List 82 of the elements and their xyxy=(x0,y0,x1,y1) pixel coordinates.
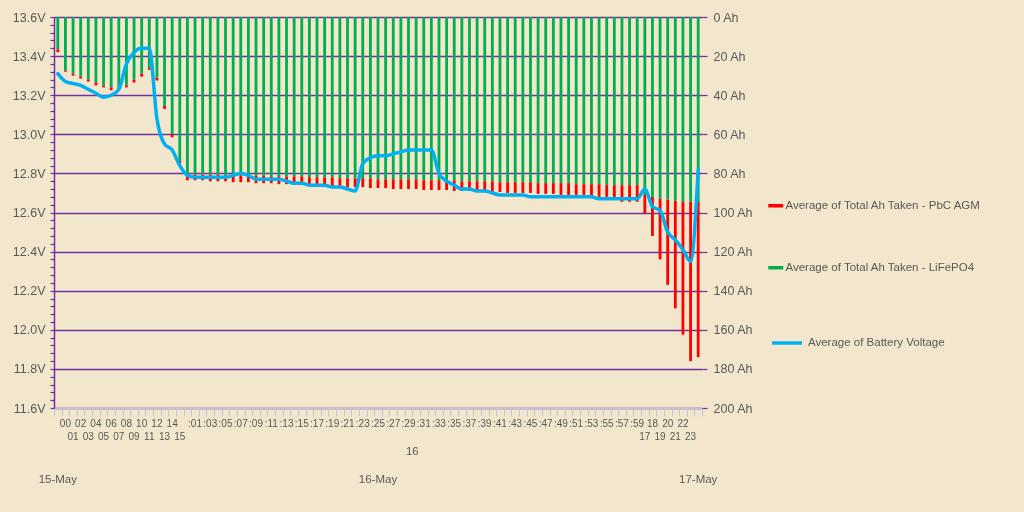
x-tick-label: 14 xyxy=(166,418,179,429)
x-tick-label: :59 xyxy=(630,418,645,429)
x-tick-label: :09 xyxy=(249,418,264,429)
x-tick-label: 05 xyxy=(97,431,110,442)
y2-tick-label: 160 Ah xyxy=(713,323,753,338)
x-tick-label: :23 xyxy=(355,418,371,429)
x-tick-label: :13 xyxy=(279,418,294,429)
x-tick-label: 03 xyxy=(82,431,95,442)
y-tick-label: 12.8V xyxy=(12,166,47,181)
text: 15-May xyxy=(38,473,78,485)
text: 16-May xyxy=(358,473,398,485)
x-tick-label: 19 xyxy=(654,431,667,442)
x-tick-label: 23 xyxy=(685,431,697,442)
y-tick-label: 13.4V xyxy=(12,49,47,64)
x-tick-label: 06 xyxy=(105,418,118,429)
y2-tick-label: 60 Ah xyxy=(713,127,746,142)
x-tick-label: :29 xyxy=(401,418,416,429)
y-tick-label: 11.6V xyxy=(13,401,47,416)
x-tick-label: :39 xyxy=(477,418,493,429)
legend-label: Average of Total Ah Taken - PbC AGM xyxy=(785,198,980,211)
y-tick-label: 13.0V xyxy=(12,127,47,142)
y-tick-label: 12.2V xyxy=(12,284,47,299)
x-tick-label: :03 xyxy=(203,418,218,429)
x-tick-label: 10 xyxy=(136,418,148,429)
x-tick-label: 07 xyxy=(113,431,125,442)
y2-tick-label: 20 Ah xyxy=(713,49,746,64)
x-tick-label: :21 xyxy=(340,418,355,429)
x-tick-label: 02 xyxy=(75,418,87,429)
x-tick-label: :35 xyxy=(447,418,462,429)
x-tick-label: 18 xyxy=(646,418,659,429)
y2-tick-label: 200 Ah xyxy=(713,401,753,416)
x-tick-label: :27 xyxy=(386,418,401,429)
x-tick-label: :17 xyxy=(310,418,325,429)
y-tick-label: 11.8V xyxy=(13,362,47,377)
x-tick-label: :25 xyxy=(371,418,386,429)
x-tick-label: :55 xyxy=(599,418,615,429)
x-tick-label: 20 xyxy=(662,418,674,429)
x-tick-label: :43 xyxy=(508,418,523,429)
y-tick-label: 12.4V xyxy=(12,245,47,260)
x-tick-label: 08 xyxy=(120,418,133,429)
x-tick-label: :19 xyxy=(325,418,340,429)
x-tick-label: :01 xyxy=(188,418,203,429)
text: 16 xyxy=(405,445,419,457)
x-tick-label: :15 xyxy=(294,418,310,429)
y2-tick-label: 80 Ah xyxy=(713,166,746,181)
x-tick-label: 04 xyxy=(90,418,102,429)
y-tick-label: 13.6V xyxy=(12,10,47,25)
x-tick-label: :57 xyxy=(615,418,630,429)
y2-tick-label: 40 Ah xyxy=(713,88,746,103)
legend-label: Average of Battery Voltage xyxy=(808,336,945,348)
x-tick-label: 17 xyxy=(639,431,651,442)
x-tick-label: :33 xyxy=(432,418,447,429)
x-tick-label: 01 xyxy=(67,431,80,442)
x-tick-label: :11 xyxy=(264,418,279,429)
x-tick-label: :49 xyxy=(554,418,569,429)
x-tick-label: 22 xyxy=(677,418,689,429)
x-tick-label: :41 xyxy=(493,418,508,429)
x-tick-label: 13 xyxy=(158,431,171,442)
x-tick-label: :51 xyxy=(569,418,584,429)
x-tick-label: :07 xyxy=(233,418,249,429)
x-tick-label: :37 xyxy=(462,418,477,429)
x-tick-label: :47 xyxy=(538,418,554,429)
x-tick-label: :45 xyxy=(523,418,538,429)
x-tick-label: :53 xyxy=(584,418,599,429)
x-tick-label: 11 xyxy=(144,431,155,442)
x-tick-label: 09 xyxy=(128,431,141,442)
y2-tick-label: 100 Ah xyxy=(713,206,753,220)
x-tick-label: :05 xyxy=(218,418,233,429)
x-tick-label: 21 xyxy=(669,431,682,442)
y-tick-label: 12.0V xyxy=(12,323,47,338)
y2-tick-label: 120 Ah xyxy=(713,245,753,260)
y2-tick-label: 140 Ah xyxy=(713,284,753,299)
legend-label: Average of Total Ah Taken - LiFePO4 xyxy=(785,260,975,273)
y-tick-label: 12.6V xyxy=(12,206,47,220)
x-tick-label: 12 xyxy=(151,418,163,429)
x-tick-label: 00 xyxy=(59,418,72,429)
x-tick-label: :31 xyxy=(416,418,432,429)
x-tick-label: 15 xyxy=(174,431,186,442)
y2-tick-label: 180 Ah xyxy=(713,362,753,377)
y-tick-label: 13.2V xyxy=(12,88,47,103)
text: 17-May xyxy=(679,473,718,485)
y2-tick-label: 0 Ah xyxy=(713,10,739,25)
